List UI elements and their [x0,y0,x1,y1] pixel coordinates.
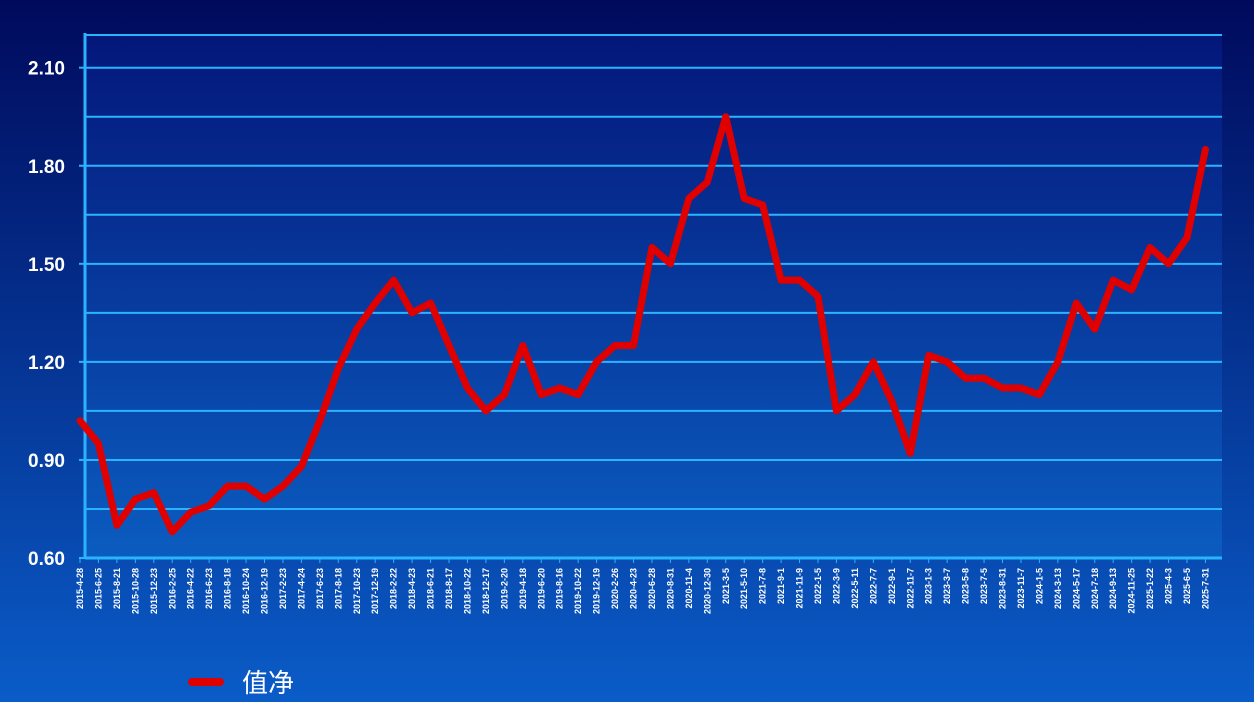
x-tick-label: 2018-8-17 [444,568,454,609]
x-tick-label: 2024-11-25 [1127,568,1137,614]
x-tick-label: 2015-10-28 [130,568,140,614]
x-tick-label: 2023-11-7 [1016,568,1026,609]
x-tick-label: 2016-10-24 [241,568,251,614]
x-tick-label: 2021-3-5 [721,568,731,604]
x-tick-label: 2020-8-31 [665,568,675,609]
x-tick-label: 2015-6-25 [93,568,103,609]
x-tick-label: 2020-4-23 [629,568,639,609]
x-tick-label: 2019-4-18 [518,568,528,609]
x-tick-label: 2024-3-13 [1053,568,1063,609]
x-tick-label: 2021-9-1 [776,568,786,604]
y-tick-label: 0.90 [28,451,65,472]
x-tick-label: 2018-12-17 [481,568,491,614]
x-tick-label: 2018-10-22 [462,568,472,614]
x-tick-label: 2016-2-25 [167,568,177,609]
y-tick-label: 1.20 [28,353,65,374]
y-tick-label: 2.10 [28,59,65,80]
x-tick-label: 2015-8-21 [112,568,122,609]
x-tick-label: 2022-1-5 [813,568,823,604]
x-tick-label: 2018-6-21 [426,568,436,609]
x-tick-label: 2023-7-5 [979,568,989,604]
x-tick-label: 2022-3-9 [831,568,841,604]
x-tick-label: 2020-12-30 [702,568,712,614]
y-tick-label: 1.80 [28,157,65,178]
x-tick-label: 2024-9-13 [1108,568,1118,609]
x-tick-label: 2015-4-28 [75,568,85,609]
x-tick-label: 2017-4-24 [296,568,306,609]
x-tick-label: 2017-6-23 [315,568,325,609]
y-tick-label: 1.50 [28,255,65,276]
x-tick-label: 2016-4-22 [186,568,196,609]
x-tick-label: 2019-12-19 [592,568,602,614]
x-tick-label: 2020-2-26 [610,568,620,609]
x-tick-label: 2022-5-11 [850,568,860,609]
x-tick-label: 2018-2-22 [389,568,399,609]
x-tick-label: 2018-4-23 [407,568,417,609]
x-tick-label: 2023-8-31 [998,568,1008,609]
x-tick-label: 2023-3-7 [942,568,952,604]
y-tick-label: 0.60 [28,549,65,570]
x-tick-label: 2019-2-20 [499,568,509,609]
x-tick-label: 2024-5-17 [1071,568,1081,609]
x-tick-label: 2023-5-8 [961,568,971,604]
x-tick-label: 2019-8-16 [555,568,565,609]
x-tick-label: 2015-12-23 [149,568,159,614]
x-tick-label: 2025-1-22 [1145,568,1155,609]
legend-label: 值净 [242,668,294,698]
x-tick-label: 2024-7-18 [1090,568,1100,609]
x-tick-label: 2016-12-19 [260,568,270,614]
plot-area [85,35,1222,558]
x-tick-label: 2024-1-5 [1034,568,1044,604]
x-tick-label: 2021-11-9 [795,568,805,609]
x-tick-label: 2017-8-18 [333,568,343,609]
x-tick-label: 2016-8-18 [223,568,233,609]
x-tick-label: 2016-6-23 [204,568,214,609]
x-tick-label: 2020-11-4 [684,568,694,609]
x-tick-label: 2021-7-8 [758,568,768,604]
x-tick-label: 2022-11-7 [905,568,915,609]
x-tick-label: 2025-6-5 [1182,568,1192,604]
x-tick-label: 2020-6-28 [647,568,657,609]
x-tick-label: 2017-12-19 [370,568,380,614]
x-tick-label: 2022-7-7 [868,568,878,604]
x-tick-label: 2022-9-1 [887,568,897,604]
x-tick-label: 2017-2-23 [278,568,288,609]
x-tick-label: 2023-1-3 [924,568,934,604]
x-tick-label: 2021-5-10 [739,568,749,609]
x-tick-label: 2017-10-23 [352,568,362,614]
x-tick-label: 2025-4-3 [1164,568,1174,604]
series-line [76,113,1209,536]
x-tick-label: 2025-7-31 [1200,568,1210,609]
x-tick-label: 2019-6-20 [536,568,546,609]
x-tick-label: 2019-10-22 [573,568,583,614]
